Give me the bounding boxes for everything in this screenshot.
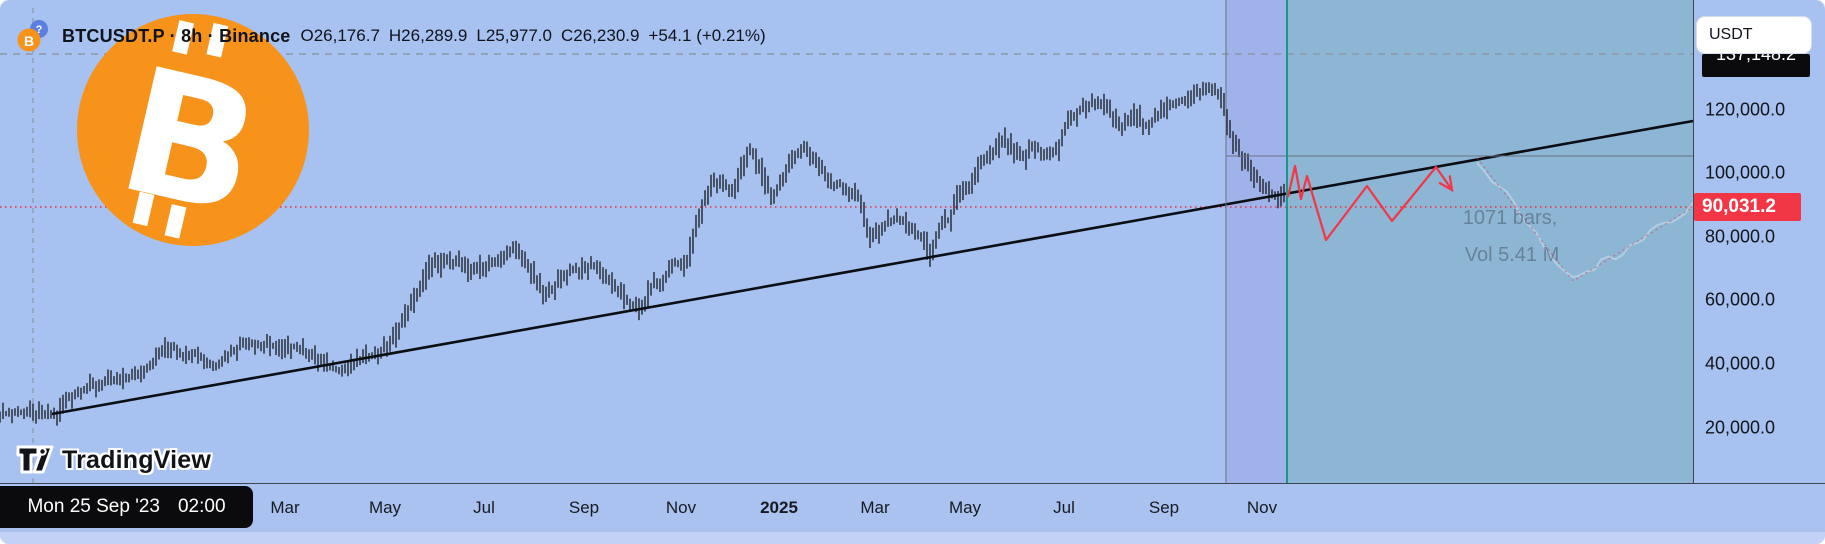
time-tick-label: Nov bbox=[665, 498, 697, 517]
price-axis[interactable]: 137,148.2 USDT 90,031.2 120,000.0 100,000… bbox=[1694, 0, 1825, 483]
symbol-title[interactable]: BTCUSDT.P · 8h · Binance bbox=[62, 25, 291, 46]
price-tick-label: 80,000.0 bbox=[1705, 226, 1776, 247]
anchor-date: Mon 25 Sep '23 bbox=[27, 496, 160, 517]
bitcoin-symbol-icon[interactable]: ? B bbox=[12, 16, 52, 56]
high-value: H26,289.9 bbox=[388, 26, 468, 45]
symbol-legend: ? B BTCUSDT.P · 8h · Binance O26,176.7 H… bbox=[12, 16, 766, 56]
close-value: C26,230.9 bbox=[561, 26, 640, 45]
anchor-time: 02:00 bbox=[177, 496, 226, 517]
forecast-volume-label: Vol 5.41 M bbox=[1464, 244, 1560, 266]
price-tick-label: 60,000.0 bbox=[1705, 289, 1776, 310]
tradingview-mark-icon bbox=[16, 445, 54, 474]
svg-text:?: ? bbox=[36, 24, 43, 36]
bottom-rounded-strip bbox=[0, 532, 1825, 544]
anchor-date-badge: Mon 25 Sep '23 02:00 bbox=[0, 486, 253, 528]
time-tick-label: May bbox=[948, 498, 982, 517]
time-axis[interactable]: Mon 25 Sep '23 02:00 Mar May Jul Sep Nov 2025… bbox=[0, 483, 1825, 532]
time-tick-label: Mar bbox=[860, 498, 890, 517]
price-tick-label: 20,000.0 bbox=[1705, 417, 1776, 438]
tradingview-logo[interactable]: TradingView bbox=[16, 444, 211, 476]
bitcoin-logo: B bbox=[77, 14, 309, 254]
time-tick-label: Sep bbox=[568, 498, 600, 517]
time-tick-label: Jul bbox=[473, 498, 495, 517]
time-tick-label: Sep bbox=[1148, 498, 1180, 517]
tradingview-wordmark: TradingView bbox=[62, 445, 212, 474]
ohlc-values: O26,176.7 H26,289.9 L25,977.0 C26,230.9 … bbox=[301, 26, 766, 46]
time-tick-label: Nov bbox=[1246, 498, 1278, 517]
change-value: +54.1 (+0.21%) bbox=[648, 26, 766, 45]
open-value: O26,176.7 bbox=[300, 26, 380, 45]
price-tick-label: 40,000.0 bbox=[1705, 353, 1776, 374]
low-value: L25,977.0 bbox=[476, 26, 552, 45]
currency-usdt-button[interactable]: USDT bbox=[1696, 16, 1812, 54]
time-tick-label: Mar bbox=[270, 498, 300, 517]
time-tick-label: 2025 bbox=[760, 498, 798, 517]
last-price-badge: 90,031.2 bbox=[1694, 193, 1801, 221]
price-tick-label: 100,000.0 bbox=[1705, 162, 1786, 183]
time-tick-label: Jul bbox=[1053, 498, 1075, 517]
alert-level-price-badge: 137,148.2 bbox=[1702, 54, 1810, 77]
time-tick-label: May bbox=[368, 498, 402, 517]
svg-text:B: B bbox=[24, 33, 34, 49]
price-tick-label: 120,000.0 bbox=[1705, 99, 1786, 120]
forecast-bars-label: 1071 bars, bbox=[1462, 207, 1558, 229]
